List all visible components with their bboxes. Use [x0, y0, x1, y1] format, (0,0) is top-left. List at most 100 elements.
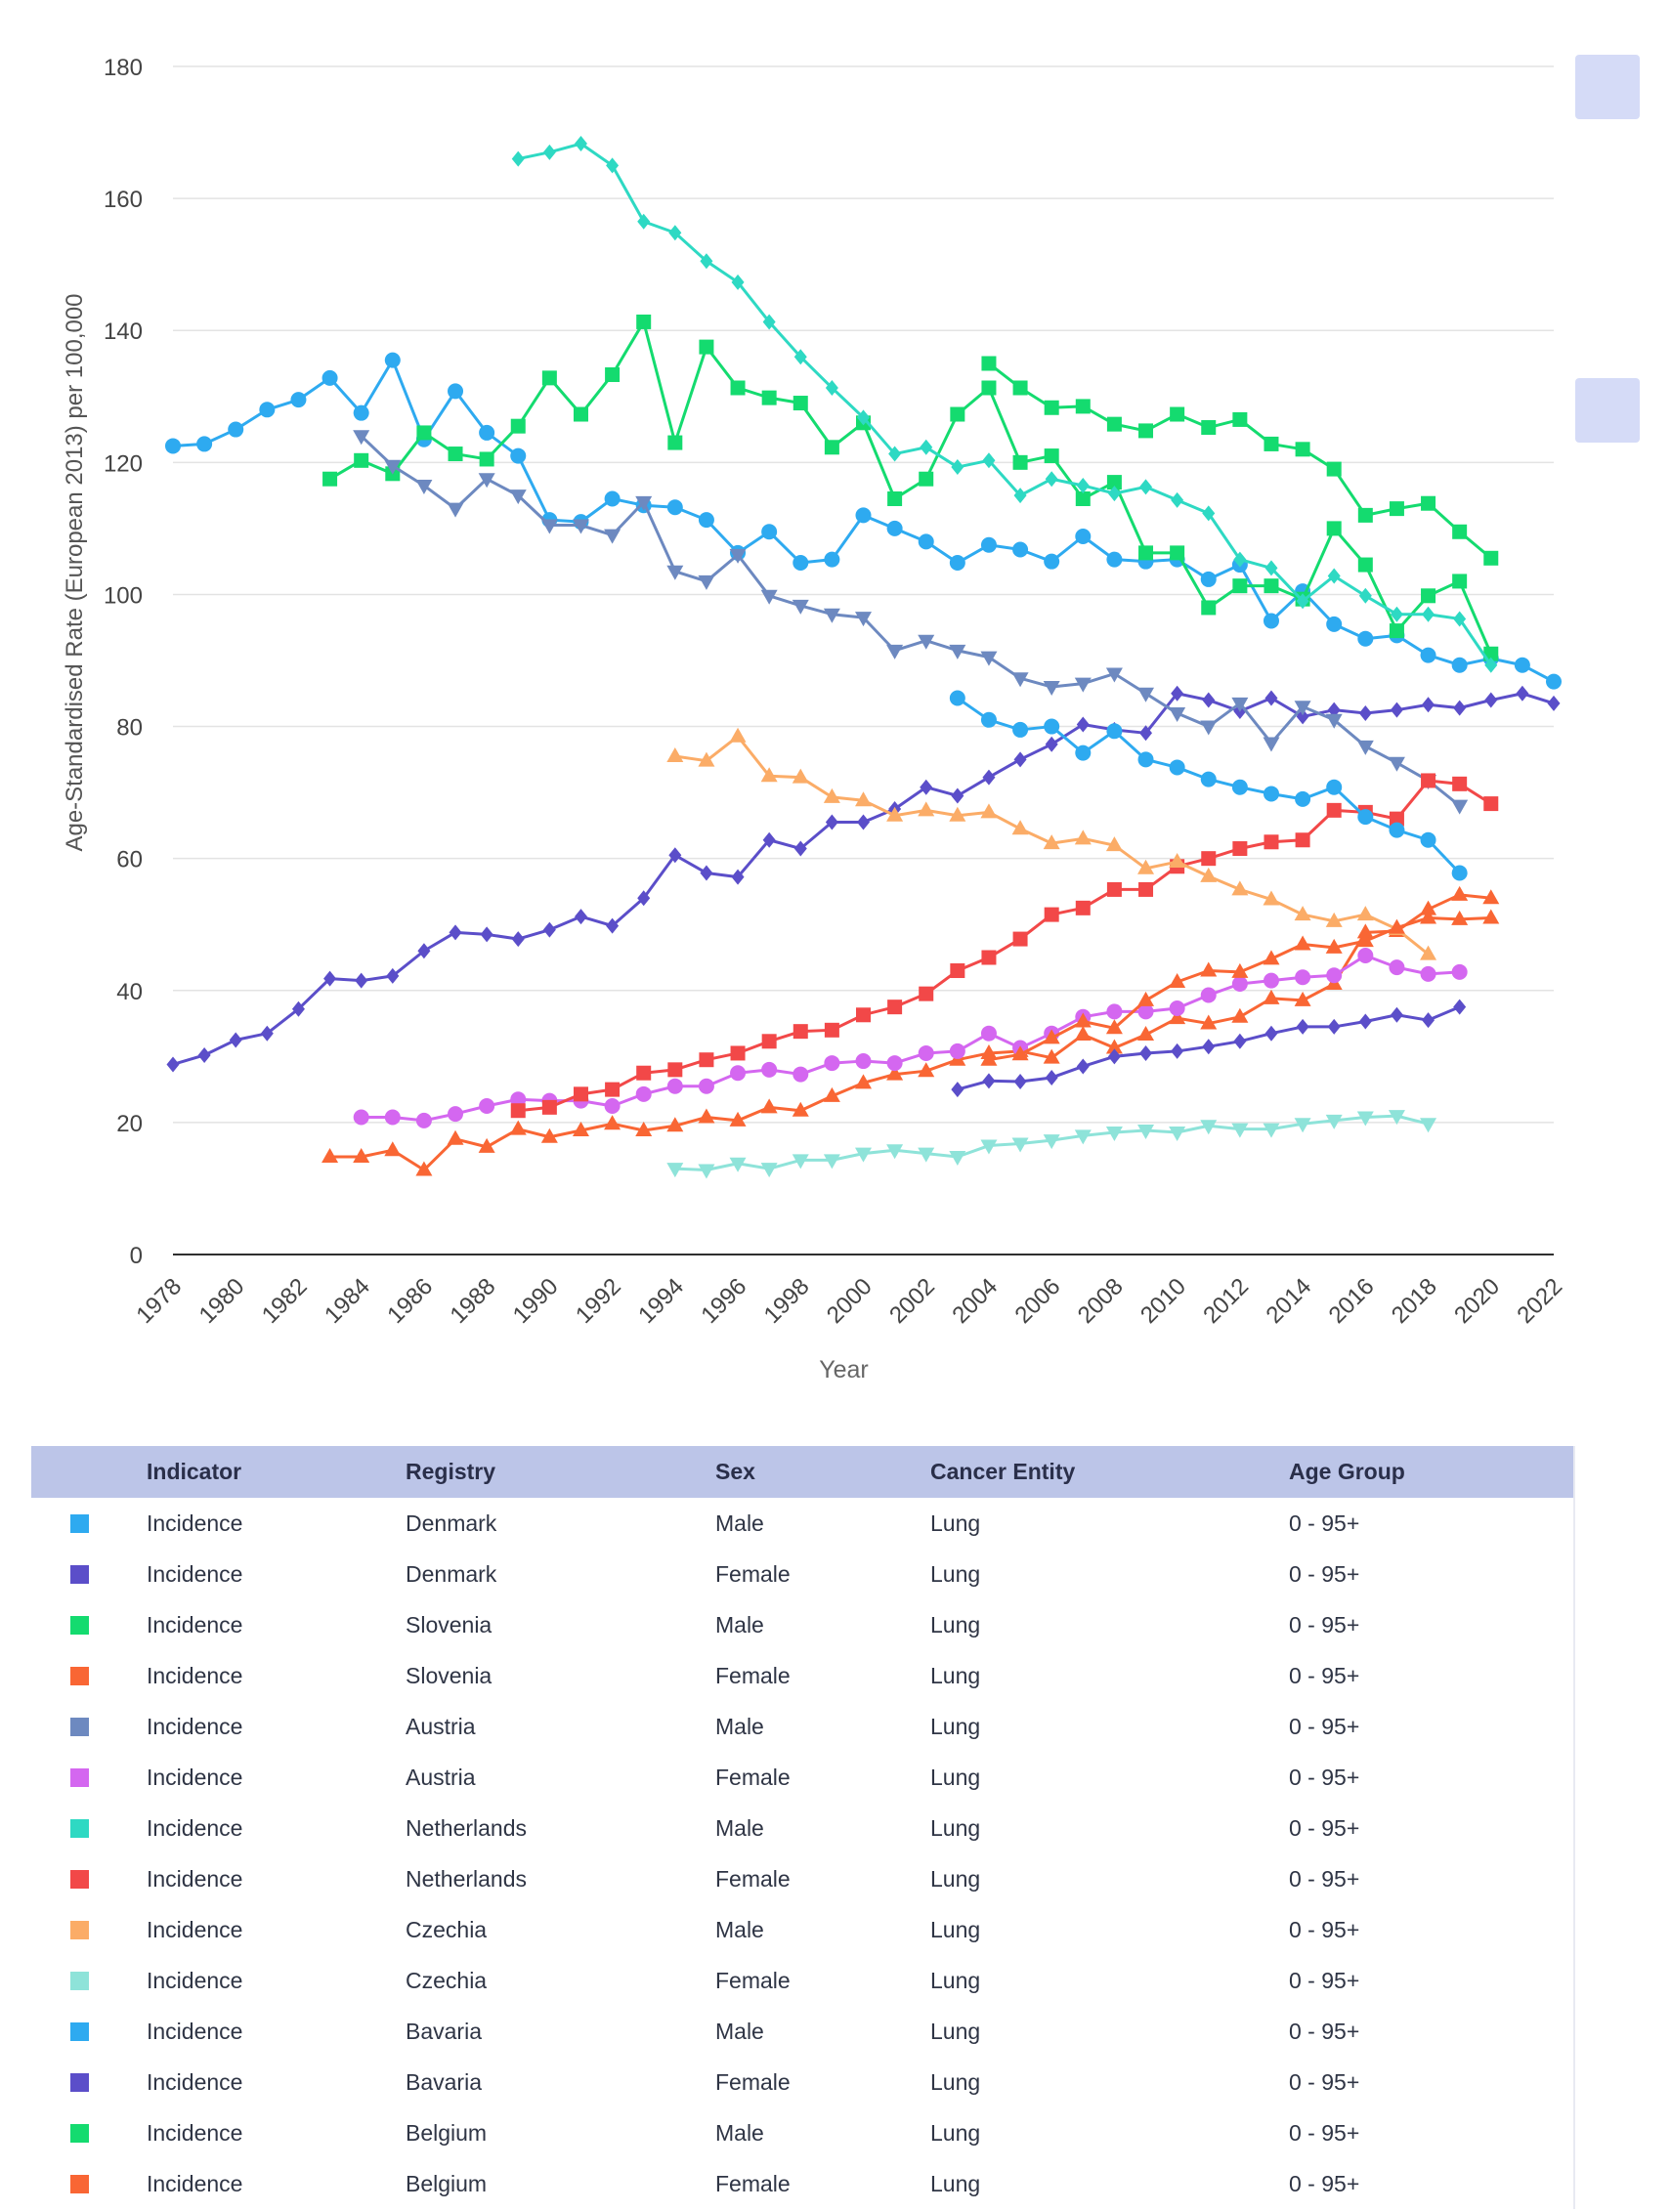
- data-point-czechia-male: [1420, 945, 1437, 960]
- data-point-austria-female: [1231, 976, 1248, 993]
- x-tick-label: 1996: [696, 1273, 751, 1329]
- data-point-denmark-female: [920, 779, 933, 795]
- data-point-slovenia-male: [667, 435, 683, 450]
- data-point-denmark-female: [668, 847, 682, 864]
- data-point-slovenia-female: [1231, 1007, 1249, 1023]
- x-axis-title: Year: [819, 1356, 869, 1383]
- table-row[interactable]: Incidence Belgium Male Lung 0 - 95+: [31, 2107, 1573, 2158]
- data-point-bavaria-male: [1137, 751, 1154, 768]
- data-point-austria-female: [855, 1053, 872, 1070]
- data-point-denmark-female: [1045, 736, 1058, 752]
- data-point-austria-female: [918, 1044, 934, 1061]
- data-point-denmark-female: [1076, 716, 1090, 733]
- series-color-swatch: [31, 2072, 147, 2092]
- data-point-netherlands-male: [762, 314, 776, 330]
- data-point-belgium-male: [1075, 399, 1091, 414]
- data-point-denmark-male: [1357, 630, 1374, 647]
- x-tick-label: 2012: [1198, 1273, 1254, 1329]
- side-panel-button-1[interactable]: [1575, 55, 1640, 119]
- data-point-bavaria-female: [1233, 1033, 1247, 1049]
- data-point-denmark-female: [229, 1032, 242, 1048]
- data-point-denmark-male: [196, 436, 213, 452]
- table-row[interactable]: Incidence Bavaria Female Lung 0 - 95+: [31, 2057, 1573, 2107]
- data-point-belgium-male: [1389, 501, 1404, 517]
- table-row[interactable]: Incidence Netherlands Male Lung 0 - 95+: [31, 1803, 1573, 1853]
- data-point-bavaria-male: [949, 690, 965, 706]
- data-point-slovenia-male: [950, 406, 965, 422]
- table-row[interactable]: Incidence Austria Male Lung 0 - 95+: [31, 1701, 1573, 1752]
- table-row[interactable]: Incidence Slovenia Male Lung 0 - 95+: [31, 1599, 1573, 1650]
- data-point-austria-male: [1294, 701, 1311, 716]
- data-point-bavaria-male: [1295, 790, 1311, 807]
- data-point-austria-female: [353, 1109, 369, 1126]
- data-point-belgium-female: [1231, 962, 1249, 978]
- table-row[interactable]: Incidence Denmark Male Lung 0 - 95+: [31, 1498, 1573, 1549]
- table-row[interactable]: Incidence Denmark Female Lung 0 - 95+: [31, 1549, 1573, 1599]
- data-point-austria-male: [572, 519, 589, 534]
- data-point-czechia-female: [1074, 1129, 1092, 1145]
- series-color-swatch: [31, 1971, 147, 1990]
- data-point-austria-male: [604, 529, 621, 544]
- cell-cancer-entity: Lung: [930, 1713, 981, 1739]
- cell-registry: Austria: [406, 1764, 476, 1790]
- data-point-bavaria-female: [951, 1082, 964, 1098]
- cell-registry: Slovenia: [406, 1611, 493, 1638]
- table-row[interactable]: Incidence Czechia Male Lung 0 - 95+: [31, 1904, 1573, 1955]
- data-point-denmark-female: [386, 967, 400, 984]
- cell-cancer-entity: Lung: [930, 1865, 981, 1892]
- cell-sex: Male: [715, 1814, 764, 1841]
- data-point-bavaria-female: [1453, 999, 1467, 1015]
- series-line-netherlands-male: [517, 142, 1493, 666]
- data-point-belgium-female: [1074, 1012, 1092, 1028]
- data-point-bavaria-male: [1357, 809, 1374, 826]
- side-panel-button-2[interactable]: [1575, 378, 1640, 443]
- series-legend-table: Indicator Registry Sex Cancer Entity Age…: [31, 1446, 1575, 2209]
- data-point-netherlands-female: [981, 950, 997, 965]
- data-point-belgium-male: [1170, 406, 1185, 422]
- table-row[interactable]: Incidence Slovenia Female Lung 0 - 95+: [31, 1650, 1573, 1701]
- table-row[interactable]: Incidence Netherlands Female Lung 0 - 95+: [31, 1853, 1573, 1904]
- data-point-slovenia-female: [1137, 1026, 1155, 1042]
- data-point-bavaria-male: [1169, 759, 1185, 776]
- data-point-bavaria-female: [1076, 1058, 1090, 1075]
- data-point-denmark-female: [1296, 708, 1309, 725]
- data-point-slovenia-female: [1105, 1039, 1123, 1054]
- data-point-austria-female: [1357, 947, 1374, 963]
- data-point-czechia-female: [1137, 1124, 1155, 1139]
- data-point-denmark-female: [1390, 702, 1403, 718]
- data-point-czechia-male: [1356, 906, 1374, 921]
- table-row[interactable]: Incidence Bavaria Male Lung 0 - 95+: [31, 2006, 1573, 2057]
- data-point-slovenia-female: [1263, 989, 1280, 1004]
- data-point-austria-female: [1169, 1000, 1185, 1017]
- table-row[interactable]: Incidence Belgium Female Lung 0 - 95+: [31, 2158, 1573, 2209]
- data-point-austria-male: [1043, 681, 1060, 697]
- data-point-slovenia-female: [823, 1086, 840, 1102]
- data-point-netherlands-female: [573, 1086, 588, 1102]
- data-point-netherlands-male: [1139, 479, 1153, 495]
- cell-sex: Female: [715, 1967, 791, 1993]
- data-point-bavaria-female: [1358, 1013, 1372, 1030]
- data-point-netherlands-female: [1075, 900, 1091, 915]
- data-point-slovenia-female: [478, 1137, 495, 1153]
- data-point-netherlands-female: [1044, 907, 1059, 922]
- cell-age-group: 0 - 95+: [1289, 2068, 1360, 2095]
- data-point-netherlands-female: [1389, 811, 1404, 827]
- table-row[interactable]: Incidence Czechia Female Lung 0 - 95+: [31, 1955, 1573, 2006]
- data-point-czechia-female: [918, 1147, 935, 1163]
- data-point-austria-female: [980, 1025, 997, 1042]
- data-point-czechia-female: [1011, 1137, 1029, 1153]
- data-point-austria-female: [1263, 972, 1279, 989]
- table-row[interactable]: Incidence Austria Female Lung 0 - 95+: [31, 1752, 1573, 1803]
- data-point-slovenia-female: [321, 1148, 339, 1164]
- cell-registry: Austria: [406, 1713, 476, 1739]
- cell-cancer-entity: Lung: [930, 1662, 981, 1688]
- cell-cancer-entity: Lung: [930, 1611, 981, 1638]
- data-point-slovenia-female: [1356, 923, 1374, 939]
- color-swatch: [70, 2174, 89, 2193]
- x-tick-label: 2010: [1135, 1273, 1191, 1329]
- data-point-netherlands-male: [920, 439, 933, 455]
- header-cancer-entity: Cancer Entity: [930, 1459, 1076, 1484]
- color-swatch: [70, 1513, 89, 1533]
- color-swatch: [70, 1717, 89, 1736]
- data-point-netherlands-male: [825, 379, 838, 396]
